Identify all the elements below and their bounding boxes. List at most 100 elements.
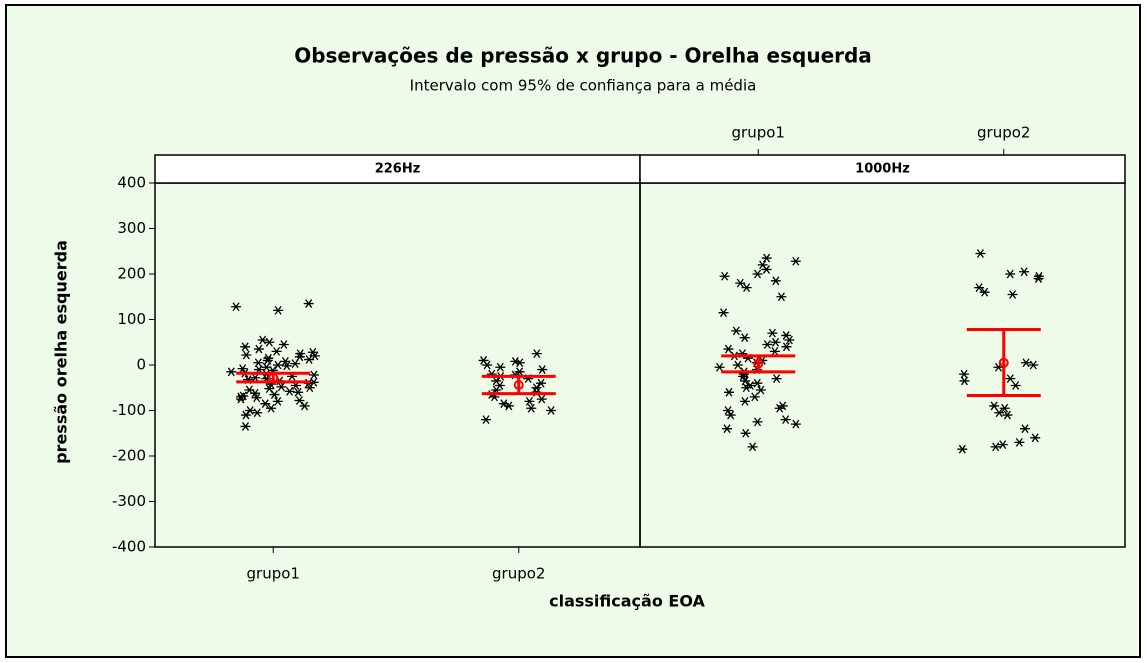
data-point xyxy=(767,328,778,338)
strip-label: 226Hz xyxy=(375,162,421,177)
data-point xyxy=(546,406,557,415)
y-tick-label: 400 xyxy=(117,174,146,192)
data-point xyxy=(774,403,785,413)
mean-marker xyxy=(998,357,1009,368)
data-point xyxy=(719,271,730,281)
data-point xyxy=(959,376,970,386)
chart-title: Observações de pressão x grupo - Orelha … xyxy=(294,44,872,68)
y-tick-label: -100 xyxy=(112,401,146,419)
data-point xyxy=(237,364,248,374)
data-point xyxy=(303,299,314,308)
data-point xyxy=(1002,410,1013,420)
data-point xyxy=(974,283,985,293)
data-point xyxy=(481,415,492,424)
data-point xyxy=(739,397,750,406)
data-point xyxy=(503,401,514,411)
data-point xyxy=(1014,437,1025,447)
data-point xyxy=(299,401,310,411)
y-tick-label: -200 xyxy=(112,447,146,465)
data-point xyxy=(536,394,547,404)
x-tick-label: grupo2 xyxy=(492,565,545,583)
mean-marker xyxy=(753,358,764,369)
data-point xyxy=(1033,274,1044,283)
data-point xyxy=(771,374,782,384)
data-point xyxy=(741,383,752,393)
data-point xyxy=(1005,374,1016,384)
background xyxy=(5,4,1141,658)
data-point xyxy=(752,269,763,279)
data-point xyxy=(304,355,315,364)
data-point xyxy=(740,376,751,386)
data-point xyxy=(990,442,1001,452)
x-tick-label: grupo1 xyxy=(247,565,300,583)
data-point xyxy=(253,344,264,354)
data-point xyxy=(226,367,237,377)
x-tick-label: grupo1 xyxy=(732,124,785,142)
data-point xyxy=(781,342,792,352)
data-point xyxy=(536,378,547,388)
data-point xyxy=(989,401,1000,411)
data-point xyxy=(262,356,273,365)
data-point xyxy=(722,424,733,434)
data-point xyxy=(514,358,525,368)
data-point xyxy=(723,387,734,397)
data-point xyxy=(240,422,251,431)
data-point xyxy=(747,442,758,452)
data-point xyxy=(718,308,729,318)
data-point xyxy=(271,346,282,356)
y-tick-label: 200 xyxy=(117,265,146,283)
data-point xyxy=(755,385,766,395)
data-point xyxy=(714,362,725,372)
data-point xyxy=(994,408,1005,418)
data-point xyxy=(769,346,780,356)
data-point xyxy=(276,382,287,392)
y-tick-label: 100 xyxy=(117,310,146,328)
data-point xyxy=(252,408,263,418)
data-point xyxy=(280,356,291,366)
data-point xyxy=(957,444,968,454)
y-tick-label: -400 xyxy=(112,538,146,556)
data-point xyxy=(266,403,277,413)
data-point xyxy=(264,337,275,347)
data-point xyxy=(272,397,283,406)
data-point xyxy=(537,365,548,374)
data-point xyxy=(251,393,262,403)
data-point xyxy=(790,256,801,266)
data-point xyxy=(524,397,535,406)
data-point xyxy=(495,362,506,372)
data-point xyxy=(749,392,760,402)
data-point xyxy=(741,283,752,293)
x-tick-label: grupo2 xyxy=(977,124,1030,142)
data-point xyxy=(780,415,791,424)
data-point xyxy=(723,344,734,354)
data-point xyxy=(1007,290,1018,299)
data-point xyxy=(761,253,772,263)
data-point xyxy=(770,276,781,286)
data-point xyxy=(752,417,763,427)
data-point xyxy=(740,428,751,438)
data-point xyxy=(308,370,319,380)
data-point xyxy=(997,440,1008,450)
y-tick-label: -300 xyxy=(112,492,146,510)
data-point xyxy=(240,342,251,352)
data-point xyxy=(975,249,986,258)
data-point xyxy=(738,371,749,381)
data-point xyxy=(284,387,295,396)
data-point xyxy=(281,361,292,371)
data-point xyxy=(531,349,542,359)
data-point xyxy=(304,383,315,393)
y-tick-label: 0 xyxy=(136,356,146,374)
data-point xyxy=(739,333,750,343)
data-point xyxy=(1020,424,1031,434)
data-point xyxy=(290,359,301,369)
data-point xyxy=(250,388,261,398)
data-point xyxy=(1010,381,1021,390)
data-point xyxy=(482,360,493,370)
data-point xyxy=(735,278,746,288)
data-point xyxy=(294,396,305,405)
data-point xyxy=(273,306,284,315)
data-point xyxy=(731,326,742,336)
data-point xyxy=(231,302,242,312)
mean-marker xyxy=(268,372,279,383)
